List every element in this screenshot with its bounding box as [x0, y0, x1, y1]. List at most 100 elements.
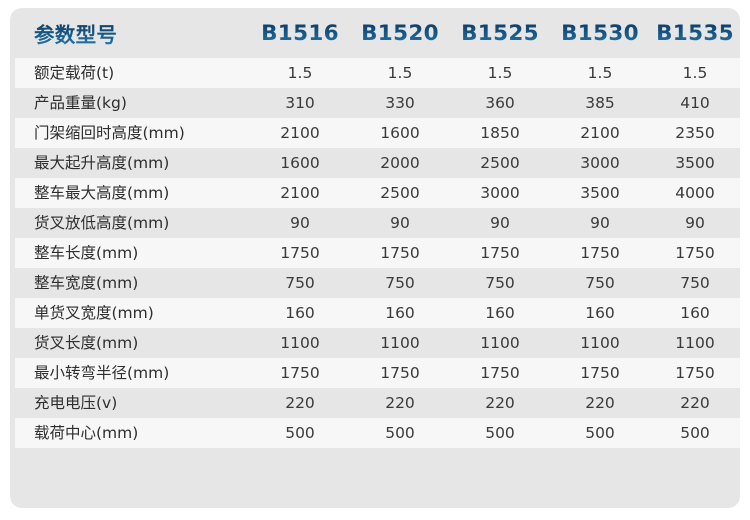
- table-row: 最大起升高度(mm) 1600 2000 2500 3000 3500: [15, 148, 740, 178]
- table-row: 单货叉宽度(mm) 160 160 160 160 160: [15, 298, 740, 328]
- specification-table: 参数型号 B1516 B1520 B1525 B1530 B1535 额定载荷(…: [15, 8, 740, 448]
- row-label: 充电电压(v): [15, 388, 250, 418]
- cell-value: 360: [450, 88, 550, 118]
- cell-value: 1.5: [250, 58, 350, 88]
- cell-value: 1100: [250, 328, 350, 358]
- cell-value: 1100: [550, 328, 650, 358]
- cell-value: 410: [650, 88, 740, 118]
- cell-value: 160: [550, 298, 650, 328]
- cell-value: 1600: [350, 118, 450, 148]
- table-row: 整车长度(mm) 1750 1750 1750 1750 1750: [15, 238, 740, 268]
- header-row: 参数型号 B1516 B1520 B1525 B1530 B1535: [15, 8, 740, 58]
- cell-value: 1750: [350, 238, 450, 268]
- cell-value: 1750: [550, 238, 650, 268]
- cell-value: 1.5: [350, 58, 450, 88]
- cell-value: 90: [450, 208, 550, 238]
- column-header-model-b1535: B1535: [650, 8, 740, 58]
- cell-value: 1750: [250, 238, 350, 268]
- row-label: 额定载荷(t): [15, 58, 250, 88]
- table-body: 额定载荷(t) 1.5 1.5 1.5 1.5 1.5 产品重量(kg) 310 330 360 3…: [15, 58, 740, 448]
- column-header-model-b1525: B1525: [450, 8, 550, 58]
- cell-value: 500: [350, 418, 450, 448]
- cell-value: 750: [250, 268, 350, 298]
- cell-value: 90: [650, 208, 740, 238]
- cell-value: 1.5: [650, 58, 740, 88]
- spec-table-panel: 参数型号 B1516 B1520 B1525 B1530 B1535 额定载荷(…: [10, 8, 740, 508]
- table-row: 整车最大高度(mm) 2100 2500 3000 3500 4000: [15, 178, 740, 208]
- cell-value: 1600: [250, 148, 350, 178]
- cell-value: 500: [450, 418, 550, 448]
- row-label: 最小转弯半径(mm): [15, 358, 250, 388]
- cell-value: 1750: [650, 358, 740, 388]
- cell-value: 2500: [350, 178, 450, 208]
- table-row: 门架缩回时高度(mm) 2100 1600 1850 2100 2350: [15, 118, 740, 148]
- cell-value: 750: [350, 268, 450, 298]
- cell-value: 4000: [650, 178, 740, 208]
- cell-value: 2100: [550, 118, 650, 148]
- cell-value: 3500: [650, 148, 740, 178]
- table-row: 额定载荷(t) 1.5 1.5 1.5 1.5 1.5: [15, 58, 740, 88]
- table-head: 参数型号 B1516 B1520 B1525 B1530 B1535: [15, 8, 740, 58]
- cell-value: 500: [250, 418, 350, 448]
- row-label: 门架缩回时高度(mm): [15, 118, 250, 148]
- cell-value: 750: [450, 268, 550, 298]
- cell-value: 1750: [350, 358, 450, 388]
- cell-value: 1850: [450, 118, 550, 148]
- row-label: 整车最大高度(mm): [15, 178, 250, 208]
- cell-value: 750: [650, 268, 740, 298]
- row-label: 最大起升高度(mm): [15, 148, 250, 178]
- cell-value: 90: [250, 208, 350, 238]
- cell-value: 220: [350, 388, 450, 418]
- cell-value: 1100: [350, 328, 450, 358]
- table-row: 货叉放低高度(mm) 90 90 90 90 90: [15, 208, 740, 238]
- table-row: 整车宽度(mm) 750 750 750 750 750: [15, 268, 740, 298]
- cell-value: 160: [350, 298, 450, 328]
- cell-value: 220: [550, 388, 650, 418]
- cell-value: 330: [350, 88, 450, 118]
- cell-value: 2100: [250, 178, 350, 208]
- column-header-model-b1516: B1516: [250, 8, 350, 58]
- table-row: 充电电压(v) 220 220 220 220 220: [15, 388, 740, 418]
- table-row: 最小转弯半径(mm) 1750 1750 1750 1750 1750: [15, 358, 740, 388]
- column-header-model-b1530: B1530: [550, 8, 650, 58]
- cell-value: 1.5: [450, 58, 550, 88]
- row-label: 整车宽度(mm): [15, 268, 250, 298]
- cell-value: 220: [250, 388, 350, 418]
- cell-value: 2350: [650, 118, 740, 148]
- cell-value: 1750: [550, 358, 650, 388]
- cell-value: 1750: [250, 358, 350, 388]
- cell-value: 160: [450, 298, 550, 328]
- row-label: 载荷中心(mm): [15, 418, 250, 448]
- column-header-model-b1520: B1520: [350, 8, 450, 58]
- row-label: 单货叉宽度(mm): [15, 298, 250, 328]
- cell-value: 2100: [250, 118, 350, 148]
- cell-value: 750: [550, 268, 650, 298]
- cell-value: 90: [350, 208, 450, 238]
- cell-value: 1750: [450, 358, 550, 388]
- column-header-parameter: 参数型号: [15, 8, 250, 58]
- table-row: 产品重量(kg) 310 330 360 385 410: [15, 88, 740, 118]
- cell-value: 160: [650, 298, 740, 328]
- cell-value: 1750: [450, 238, 550, 268]
- table-row: 载荷中心(mm) 500 500 500 500 500: [15, 418, 740, 448]
- cell-value: 90: [550, 208, 650, 238]
- cell-value: 220: [650, 388, 740, 418]
- cell-value: 1.5: [550, 58, 650, 88]
- cell-value: 3000: [450, 178, 550, 208]
- cell-value: 3500: [550, 178, 650, 208]
- row-label: 货叉放低高度(mm): [15, 208, 250, 238]
- cell-value: 385: [550, 88, 650, 118]
- row-label: 整车长度(mm): [15, 238, 250, 268]
- row-label: 货叉长度(mm): [15, 328, 250, 358]
- cell-value: 1100: [450, 328, 550, 358]
- cell-value: 1750: [650, 238, 740, 268]
- cell-value: 220: [450, 388, 550, 418]
- cell-value: 2500: [450, 148, 550, 178]
- cell-value: 2000: [350, 148, 450, 178]
- table-row: 货叉长度(mm) 1100 1100 1100 1100 1100: [15, 328, 740, 358]
- cell-value: 160: [250, 298, 350, 328]
- cell-value: 310: [250, 88, 350, 118]
- cell-value: 3000: [550, 148, 650, 178]
- cell-value: 500: [650, 418, 740, 448]
- row-label: 产品重量(kg): [15, 88, 250, 118]
